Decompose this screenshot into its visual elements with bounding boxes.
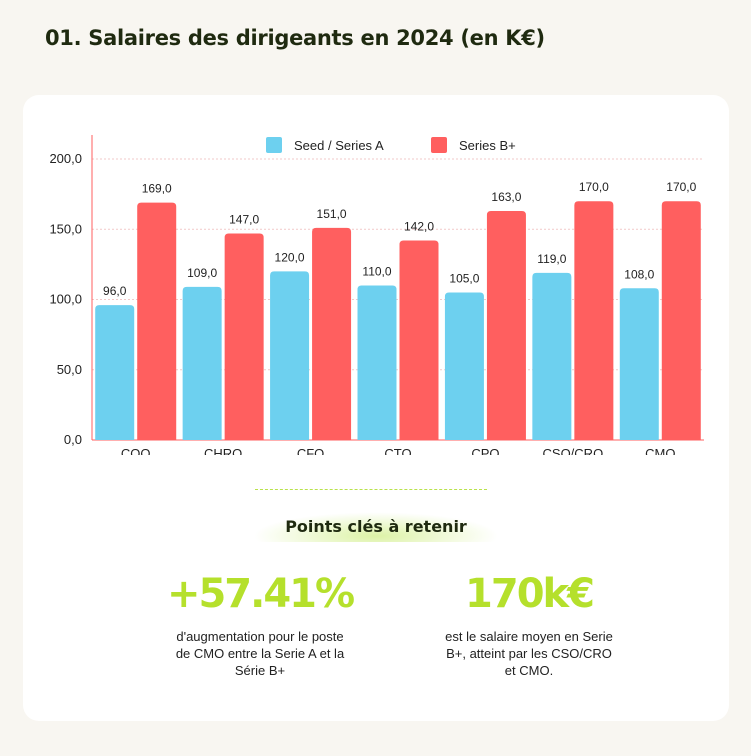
x-tick-label: COO xyxy=(121,446,151,455)
x-tick-label: CSO/CRO xyxy=(543,446,604,455)
bar-series-b-plus xyxy=(399,240,439,440)
stat-value: 170k€ xyxy=(465,571,595,617)
x-tick-label: CFO xyxy=(297,446,324,455)
bar-seed-series-a xyxy=(444,292,484,440)
stat-description: est le salaire moyen en Serie B+, attein… xyxy=(445,629,613,678)
data-label: 142,0 xyxy=(404,220,434,234)
page-title: 01. Salaires des dirigeants en 2024 (en … xyxy=(45,26,545,50)
y-tick-label: 50,0 xyxy=(57,362,82,377)
data-label: 96,0 xyxy=(103,284,127,298)
y-tick-label: 0,0 xyxy=(64,432,82,447)
bar-series-b-plus xyxy=(661,201,701,440)
data-label: 119,0 xyxy=(537,252,566,266)
stat-description: d'augmentation pour le poste de CMO entr… xyxy=(175,629,345,678)
data-label: 163,0 xyxy=(491,190,521,204)
bar-series-b-plus xyxy=(312,227,352,440)
data-label: 151,0 xyxy=(317,207,347,221)
x-tick-label: CTO xyxy=(384,446,411,455)
salary-bar-chart: 0,0 50,0 100,0 150,0 200,0 96,0 169,0 COO 109,0 1… xyxy=(49,135,704,455)
stat-average-salary: 170k€ est le salaire moyen en Serie B+, … xyxy=(414,570,644,679)
y-tick-label: 100,0 xyxy=(49,292,82,307)
data-label: 109,0 xyxy=(187,266,217,280)
bar-seed-series-a xyxy=(95,305,135,440)
data-label: 110,0 xyxy=(362,264,391,278)
bar-seed-series-a xyxy=(357,285,397,440)
section-divider xyxy=(255,489,487,490)
data-label: 105,0 xyxy=(449,272,479,286)
legend-swatch xyxy=(266,137,282,153)
data-label: 108,0 xyxy=(624,267,654,281)
bar-seed-series-a xyxy=(270,271,310,440)
bar-series-b-plus xyxy=(224,233,264,440)
x-tick-label: CHRO xyxy=(204,446,242,455)
data-label: 120,0 xyxy=(275,250,305,264)
bar-seed-series-a xyxy=(619,288,659,440)
takeaways-heading: Points clés à retenir xyxy=(253,512,499,542)
x-tick-label: CPO xyxy=(471,446,499,455)
stat-cmo-increase: +57.41% d'augmentation pour le poste de … xyxy=(145,570,375,679)
chart-card: 0,0 50,0 100,0 150,0 200,0 96,0 169,0 COO 109,0 1… xyxy=(23,95,729,721)
x-tick-label: CMO xyxy=(645,446,675,455)
bar-series-b-plus xyxy=(486,211,526,440)
legend-label: Series B+ xyxy=(459,138,516,153)
legend-label: Seed / Series A xyxy=(294,138,384,153)
bar-series-b-plus xyxy=(137,202,177,440)
y-tick-label: 150,0 xyxy=(49,221,82,236)
stat-value: +57.41% xyxy=(166,571,355,617)
bar-series-b-plus xyxy=(574,201,614,440)
data-label: 170,0 xyxy=(666,180,696,194)
bar-seed-series-a xyxy=(532,272,572,440)
data-label: 170,0 xyxy=(579,180,609,194)
bar-seed-series-a xyxy=(182,286,222,440)
legend-swatch xyxy=(431,137,447,153)
data-label: 169,0 xyxy=(142,182,172,196)
data-label: 147,0 xyxy=(229,213,259,227)
y-tick-label: 200,0 xyxy=(49,151,82,166)
